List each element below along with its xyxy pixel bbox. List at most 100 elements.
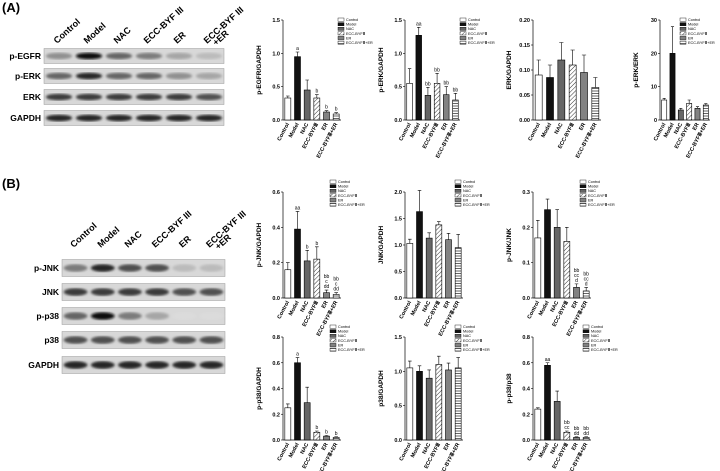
- blot-band: [145, 361, 170, 369]
- legend-swatch: [582, 329, 590, 334]
- legend-label: Control: [346, 18, 358, 22]
- error-bar: [536, 407, 540, 410]
- significance-label: dd: [583, 431, 589, 437]
- error-bar: [334, 292, 338, 295]
- legend-swatch: [459, 40, 467, 45]
- blot-band: [172, 361, 197, 369]
- significance-label: c: [335, 282, 338, 288]
- bar: [313, 431, 321, 441]
- bar: [323, 292, 330, 299]
- significance-label: cc: [584, 276, 590, 282]
- legend-label: NAC: [468, 27, 476, 31]
- legend-swatch: [454, 343, 462, 347]
- bar: [332, 113, 340, 121]
- legend-label: Model: [688, 23, 698, 27]
- legend-label: ER: [688, 36, 694, 40]
- row-label: JNK: [42, 287, 60, 297]
- y-tick-label: 1.0: [394, 243, 402, 249]
- x-tick-label: Model: [538, 300, 551, 317]
- error-bar: [555, 390, 559, 402]
- legend-label: Control: [463, 325, 475, 329]
- error-bar: [437, 355, 441, 365]
- error-bar: [662, 98, 666, 100]
- significance-label: cc: [564, 425, 570, 431]
- blot-band: [145, 312, 170, 320]
- significance-label: a: [296, 46, 299, 52]
- legend-label: Model: [591, 330, 601, 334]
- legend-swatch: [582, 324, 590, 329]
- y-tick-label: 0.2: [522, 412, 530, 418]
- legend-swatch: [459, 27, 467, 31]
- legend-label: ECC-BYFⅢ: [346, 32, 366, 36]
- y-tick-label: 0.5: [394, 85, 402, 91]
- bar: [568, 64, 577, 121]
- y-tick-label: 0.0: [272, 118, 280, 124]
- y-axis-label: p38/GAPDH: [378, 370, 385, 407]
- bar: [534, 237, 542, 299]
- y-tick-label: 0: [654, 118, 657, 124]
- x-tick-label: ECC-BYFⅢ+ER: [574, 122, 599, 160]
- legend-swatch: [454, 198, 462, 202]
- legend-swatch: [329, 324, 337, 329]
- significance-label: bb: [574, 268, 580, 274]
- y-axis-label: ERK/GAPDH: [506, 50, 513, 89]
- significance-label: d: [585, 281, 588, 287]
- legend-swatch: [329, 338, 337, 343]
- blot-band: [105, 52, 133, 60]
- x-tick-label: Model: [288, 300, 301, 317]
- error-bar: [427, 232, 431, 239]
- error-bar: [581, 54, 587, 73]
- legend-swatch: [579, 198, 587, 202]
- y-axis-label: JNK/GAPDH: [378, 226, 385, 265]
- legend-swatch: [329, 334, 337, 338]
- significance-label: bb: [434, 67, 440, 73]
- legend-label: ECC-BYFⅢ+ER: [591, 348, 618, 352]
- y-tick-label: 0.4: [272, 387, 281, 393]
- blot-band: [75, 93, 103, 101]
- y-axis-label: p-JNK/GAPDH: [256, 222, 263, 267]
- legend-label: Model: [588, 185, 598, 189]
- legend-label: Control: [591, 325, 603, 329]
- x-tick-label: Control: [527, 442, 542, 462]
- legend-label: ECC-BYFⅢ+ER: [338, 203, 365, 207]
- significance-label: cc: [574, 273, 580, 279]
- error-bar: [324, 110, 329, 112]
- y-axis-label: p-EGFR/GAPDH: [256, 45, 263, 95]
- chart: p-ERK/GAPDH 0.0 0.5 1.0 1.5 Control aa Model bb N…: [378, 17, 495, 159]
- y-axis-label: p-ERK/GAPDH: [378, 47, 385, 92]
- legend-swatch: [329, 347, 337, 352]
- blot-band: [90, 336, 115, 344]
- chart: ERK/GAPDH 0.00 0.05 0.10 0.15 0.20 ControlMode…: [506, 18, 601, 159]
- legend-swatch: [329, 329, 337, 334]
- error-bar: [536, 59, 541, 75]
- legend-label: ECC-BYFⅢ+ER: [346, 41, 373, 45]
- y-tick-label: 0.0: [272, 296, 280, 302]
- legend-swatch: [329, 198, 337, 202]
- x-tick-label: Control: [527, 300, 542, 320]
- bar: [284, 269, 292, 299]
- panel-label: (B): [2, 176, 20, 191]
- x-tick-label: Control: [277, 122, 292, 142]
- row-label: p-ERK: [15, 71, 42, 81]
- blot-band: [195, 93, 223, 101]
- bar: [303, 89, 311, 121]
- significance-label: bb: [564, 420, 570, 426]
- error-bar: [570, 49, 575, 65]
- error-bar: [286, 403, 290, 408]
- significance-label: bb: [333, 277, 339, 283]
- y-tick-label: 0.5: [394, 404, 402, 410]
- blot-band: [105, 72, 133, 80]
- error-bar: [446, 362, 451, 370]
- error-bar: [295, 211, 300, 230]
- legend-label: NAC: [463, 189, 471, 193]
- blot-band: [145, 264, 170, 272]
- significance-label: dd: [574, 431, 580, 437]
- legend-swatch: [454, 184, 462, 189]
- y-tick-label: 0.0: [522, 296, 530, 302]
- bar: [445, 239, 452, 299]
- x-tick-label: Model: [288, 122, 301, 139]
- bar: [425, 377, 433, 441]
- bar: [553, 227, 561, 299]
- bar: [582, 437, 590, 441]
- legend-swatch: [454, 179, 462, 184]
